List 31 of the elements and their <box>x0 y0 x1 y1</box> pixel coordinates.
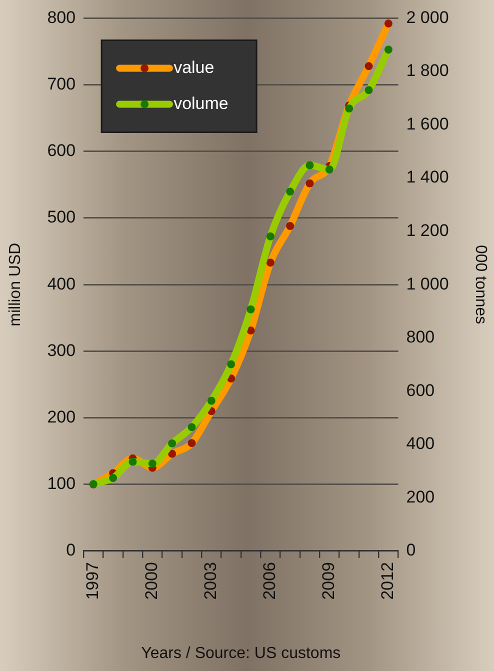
y2-tick-label: 0 <box>406 540 416 560</box>
y-tick-label: 100 <box>47 474 76 494</box>
x-tick-label: 2012 <box>378 562 398 600</box>
x-tick-label: 2000 <box>142 562 162 600</box>
y-tick-label: 0 <box>66 540 76 560</box>
y2-tick-label: 2 000 <box>406 8 449 27</box>
x-tick-label: 2003 <box>201 562 220 600</box>
legend-label: volume <box>174 94 228 113</box>
y2-tick-label: 1 000 <box>406 274 449 294</box>
x-tick-label: 1997 <box>83 562 102 600</box>
y-tick-label: 300 <box>47 340 76 360</box>
y-tick-label: 600 <box>47 141 76 160</box>
y2-tick-label: 800 <box>406 328 435 347</box>
legend-label: value <box>174 58 214 77</box>
y-tick-label: 200 <box>47 407 76 426</box>
y-tick-label: 800 <box>47 8 76 27</box>
x-tick-label: 2006 <box>260 562 280 600</box>
y2-tick-label: 1 800 <box>406 61 449 80</box>
y2-axis-title: 000 tonnes <box>472 244 489 324</box>
y2-tick-label: 1 200 <box>406 221 449 240</box>
y-tick-label: 400 <box>47 274 76 294</box>
y2-tick-label: 600 <box>406 380 435 400</box>
y-axis-title: million USD <box>7 242 24 326</box>
x-axis-title: Years / Source: US customs <box>141 644 341 662</box>
y2-tick-label: 1 600 <box>406 114 449 134</box>
y2-tick-label: 200 <box>406 487 435 506</box>
x-tick-label: 2009 <box>319 562 338 600</box>
y-tick-label: 500 <box>47 208 76 227</box>
y-tick-label: 700 <box>47 74 76 94</box>
y2-tick-label: 400 <box>406 434 435 454</box>
y2-tick-label: 1 400 <box>406 168 449 187</box>
